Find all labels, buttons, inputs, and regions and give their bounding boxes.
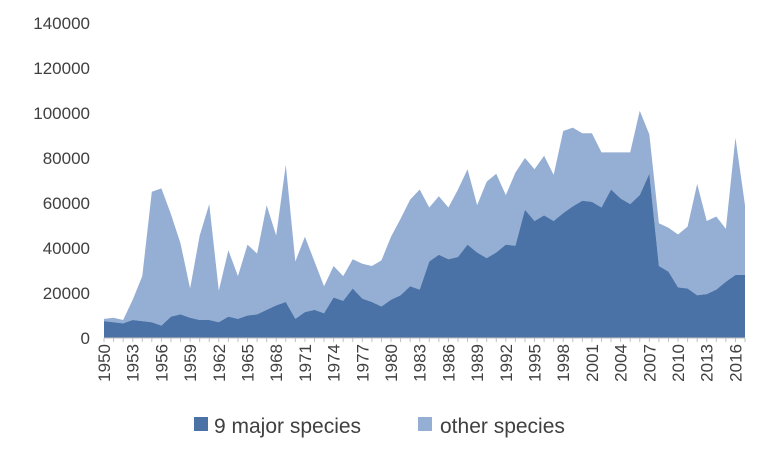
y-tick-label: 0 [81,329,90,348]
x-tick-label: 2016 [726,344,745,382]
x-tick-label: 1998 [554,344,573,382]
x-tick-label: 1989 [468,344,487,382]
x-tick-label: 1965 [239,344,258,382]
plot-area [104,110,745,338]
x-tick-label: 1968 [267,344,286,382]
legend-swatch-major [194,417,208,431]
y-tick-label: 120000 [33,59,90,78]
x-tick-label: 1962 [210,344,229,382]
y-tick-label: 80000 [43,149,90,168]
x-tick-label: 2013 [698,344,717,382]
legend: 9 major species other species [194,415,565,438]
x-tick-label: 1953 [124,344,143,382]
y-axis: 0 20000 40000 60000 80000 100000 120000 140000 [33,14,90,348]
x-axis: 1950 1953 1956 1959 1962 1965 1968 1971 1974 1977… [95,338,746,382]
x-tick-label: 1959 [181,344,200,382]
y-tick-label: 140000 [33,14,90,33]
x-tick-label: 1986 [439,344,458,382]
x-tick-label: 2010 [669,344,688,382]
x-tick-label: 1980 [382,344,401,382]
x-tick-label: 1995 [526,344,545,382]
x-tick-label: 1983 [411,344,430,382]
x-tick-label: 1977 [353,344,372,382]
x-tick-label: 1974 [325,344,344,382]
y-tick-label: 60000 [43,194,90,213]
x-tick-label: 1950 [95,344,114,382]
x-tick-label: 1956 [152,344,171,382]
x-tick-label: 2001 [583,344,602,382]
legend-swatch-other [418,417,432,431]
area-series-other-species [104,110,745,326]
y-tick-label: 40000 [43,239,90,258]
x-tick-label: 1992 [497,344,516,382]
x-tick-label: 1971 [296,344,315,382]
y-tick-label: 100000 [33,104,90,123]
x-tick-label: 2004 [612,344,631,382]
x-tick-label: 2007 [640,344,659,382]
legend-label-major: 9 major species [214,415,361,438]
y-tick-label: 20000 [43,284,90,303]
legend-label-other: other species [440,415,565,438]
area-series-major-species [104,173,745,338]
